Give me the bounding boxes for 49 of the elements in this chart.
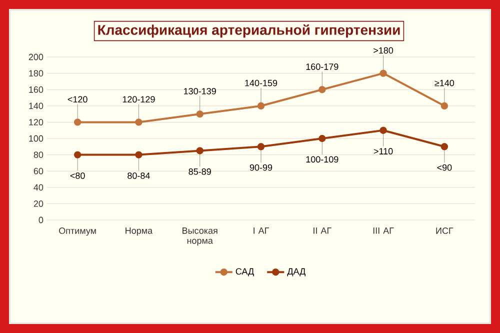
y-tick-label: 180 <box>29 70 44 76</box>
point <box>196 147 204 154</box>
data-label: ≥140 <box>434 80 454 86</box>
data-label: 100-109 <box>306 156 338 163</box>
legend-label: ДАД <box>287 268 306 276</box>
point <box>74 118 82 126</box>
data-label: >110 <box>374 148 393 154</box>
y-tick-label: 160 <box>29 86 44 93</box>
data-label: 85-89 <box>188 168 211 175</box>
data-label: <90 <box>437 164 452 171</box>
y-tick-label: 200 <box>28 54 44 60</box>
data-label: <80 <box>70 172 85 179</box>
point <box>318 86 326 94</box>
x-tick-label: Норма <box>126 228 153 236</box>
data-label: 80-84 <box>128 172 150 179</box>
point <box>440 143 448 150</box>
point <box>380 126 387 134</box>
point <box>74 151 82 158</box>
point <box>380 70 387 77</box>
x-tick-label: ИСГ <box>436 228 454 234</box>
point <box>196 110 204 118</box>
y-tick-label: 20 <box>34 200 44 207</box>
data-label: 160-179 <box>306 64 338 70</box>
legend-label: САД <box>236 268 254 276</box>
x-tick-label: Высокая норма <box>182 228 218 246</box>
x-tick-label: Оптимум <box>59 228 96 236</box>
point <box>318 134 326 142</box>
data-label: >180 <box>374 47 394 54</box>
data-label: 140-159 <box>245 80 278 86</box>
point <box>257 143 265 150</box>
point <box>135 151 142 158</box>
x-tick-label: I АГ <box>254 228 270 234</box>
point <box>135 118 142 126</box>
y-tick-label: 40 <box>34 184 44 191</box>
x-tick-label: III АГ <box>373 228 394 234</box>
point <box>440 102 448 110</box>
chart-title: Классификация артериальной гипертензии <box>98 24 400 38</box>
y-tick-label: 100 <box>29 135 44 142</box>
y-tick-label: 120 <box>29 119 44 126</box>
data-label: 90-99 <box>250 164 272 171</box>
data-label: <120 <box>68 96 88 103</box>
y-tick-label: 140 <box>29 102 44 110</box>
y-tick-label: 60 <box>34 168 44 174</box>
point <box>257 102 265 110</box>
data-label: 120-129 <box>122 96 155 103</box>
x-tick-label: II АГ <box>314 228 332 234</box>
y-tick-label: 0 <box>38 216 44 224</box>
data-label: 130-139 <box>184 88 216 94</box>
y-tick-label: 80 <box>34 152 44 158</box>
